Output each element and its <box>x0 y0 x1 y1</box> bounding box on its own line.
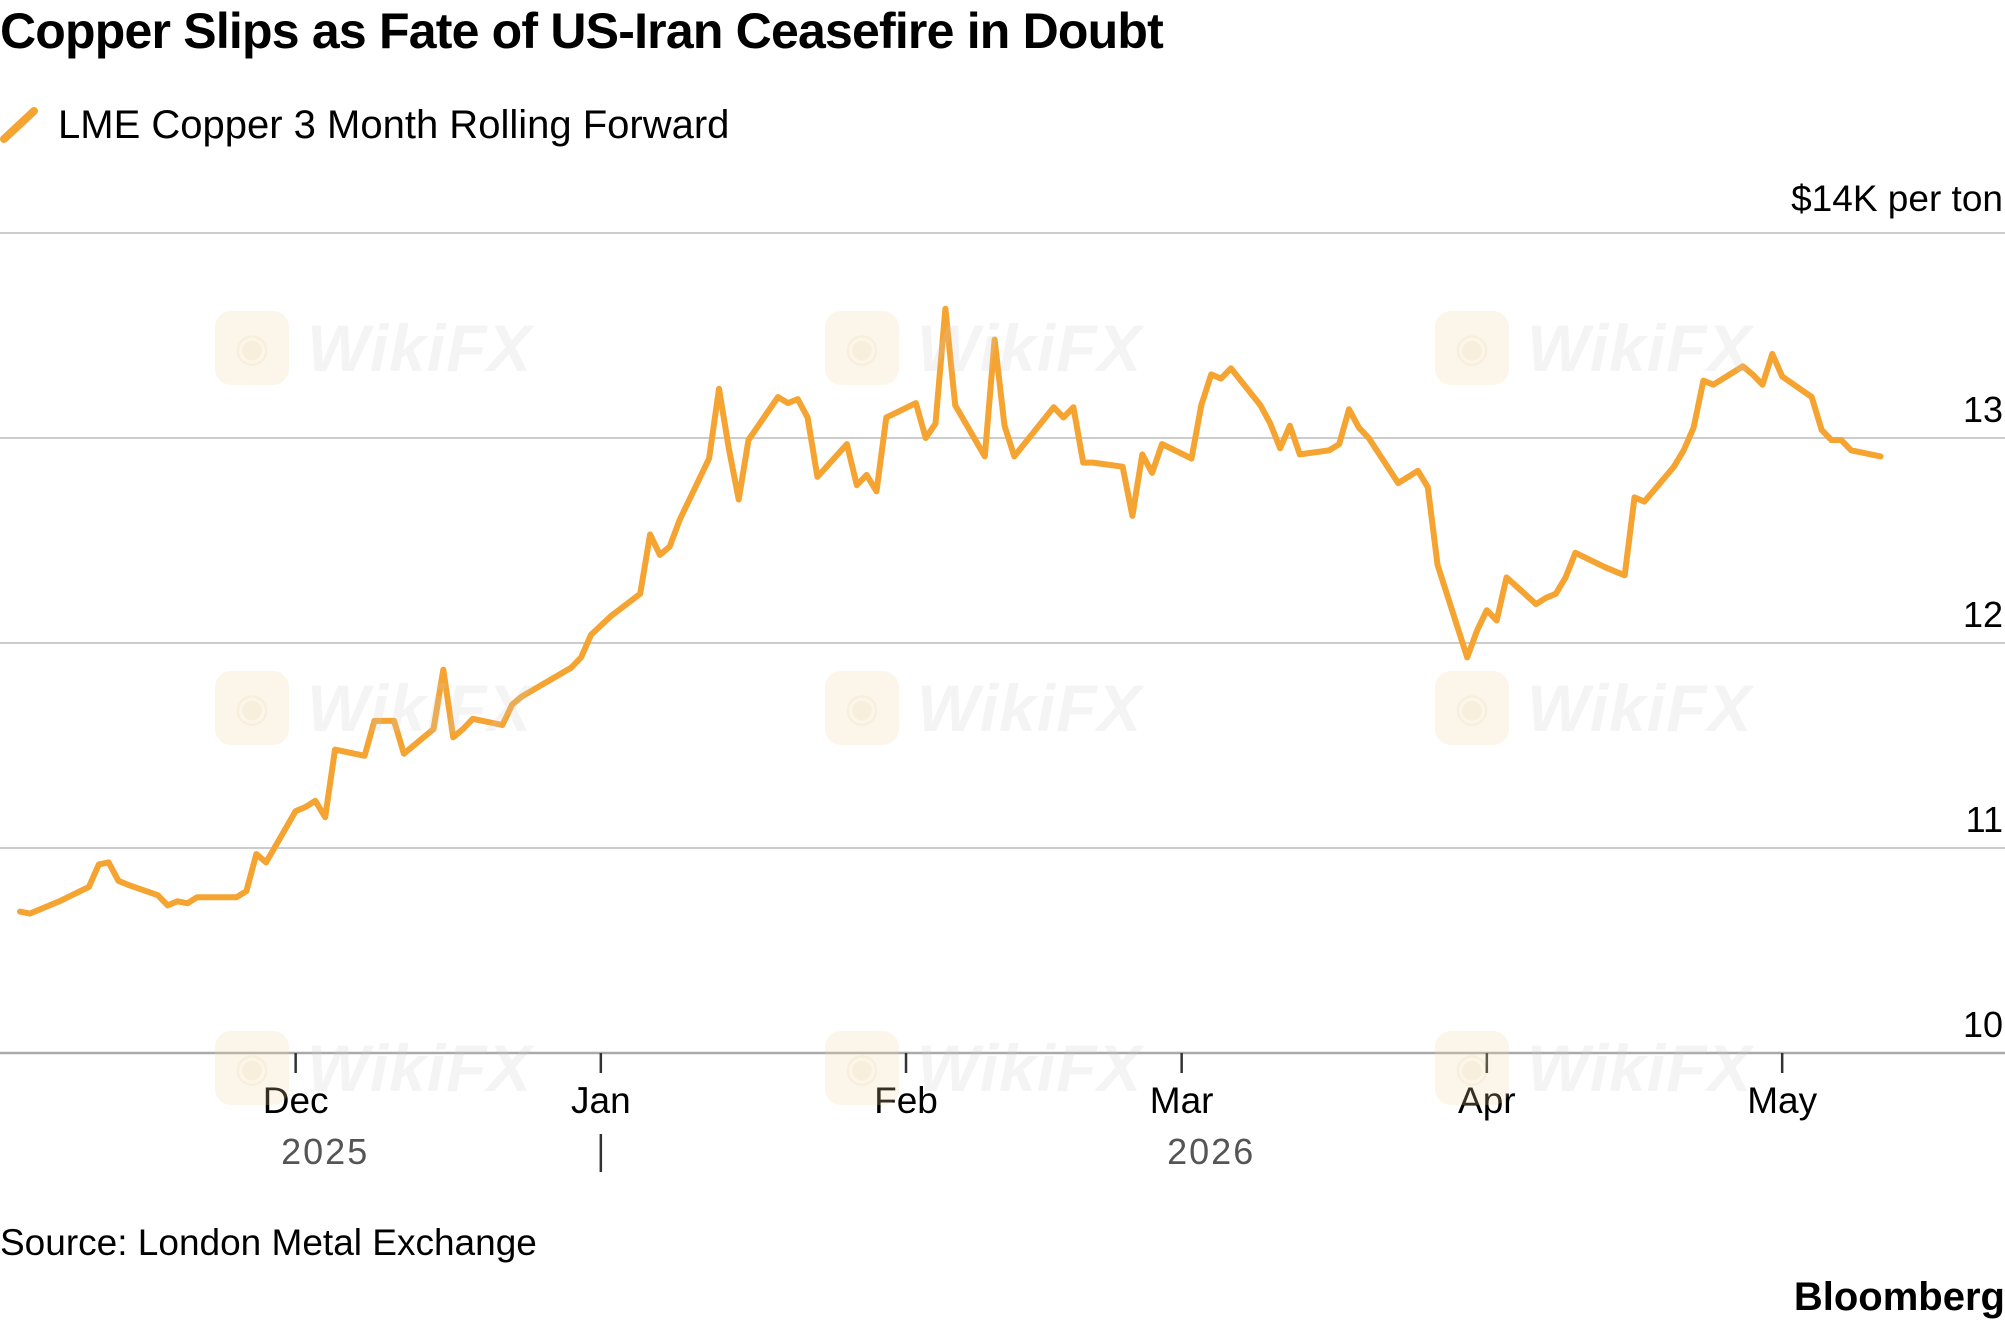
watermark-logo-icon: ◉ <box>215 311 289 385</box>
watermark: ◉ WikiFX <box>1435 670 1752 746</box>
watermark-text: WikiFX <box>1527 311 1753 385</box>
x-year-label: 2026 <box>1167 1131 1255 1172</box>
watermark: ◉ WikiFX <box>825 1030 1142 1106</box>
watermark-text: WikiFX <box>917 311 1143 385</box>
x-tick-label: Feb <box>874 1080 938 1121</box>
source-note: Source: London Metal Exchange <box>0 1222 537 1263</box>
series-line <box>17 305 1884 917</box>
watermark: ◉ WikiFX <box>1435 1030 1752 1106</box>
watermark-logo-icon: ◉ <box>1435 1031 1509 1105</box>
watermark-text: WikiFX <box>307 671 533 745</box>
x-tick-label: Apr <box>1458 1080 1516 1121</box>
y-axis-unit-label: $14K per ton <box>1791 178 2003 219</box>
watermark: ◉ WikiFX <box>1435 310 1752 386</box>
legend-swatch-icon <box>0 107 38 143</box>
watermark-text: WikiFX <box>1527 1031 1753 1105</box>
x-tick-label: Mar <box>1150 1080 1214 1121</box>
x-year-label: 2025 <box>281 1131 369 1172</box>
watermark-text: WikiFX <box>307 1031 533 1105</box>
watermark-text: WikiFX <box>307 311 533 385</box>
x-tick-label: Jan <box>571 1080 631 1121</box>
x-tick-label: May <box>1747 1080 1817 1121</box>
watermark-text: WikiFX <box>917 1031 1143 1105</box>
watermark-logo-icon: ◉ <box>825 1031 899 1105</box>
y-tick-label: 10 <box>1963 1004 2003 1045</box>
legend: LME Copper 3 Month Rolling Forward <box>0 100 729 150</box>
watermark-logo-icon: ◉ <box>1435 311 1509 385</box>
watermark-text: WikiFX <box>1527 671 1753 745</box>
watermark-logo-icon: ◉ <box>1435 671 1509 745</box>
chart-title: Copper Slips as Fate of US-Iran Ceasefir… <box>0 3 1164 59</box>
y-tick-label: 13 <box>1963 389 2003 430</box>
legend-label: LME Copper 3 Month Rolling Forward <box>58 102 730 147</box>
watermark: ◉ WikiFX <box>215 1030 532 1106</box>
bloomberg-logo: Bloomberg <box>1793 1275 2005 1319</box>
watermark-logo-icon: ◉ <box>215 671 289 745</box>
watermark-logo-icon: ◉ <box>825 671 899 745</box>
watermark: ◉ WikiFX <box>825 670 1142 746</box>
watermark-logo-icon: ◉ <box>825 311 899 385</box>
y-tick-label: 12 <box>1963 594 2003 635</box>
watermark: ◉ WikiFX <box>215 670 532 746</box>
watermark: ◉ WikiFX <box>825 310 1142 386</box>
x-tick-label: Dec <box>263 1080 329 1121</box>
watermark-logo-icon: ◉ <box>215 1031 289 1105</box>
watermark: ◉ WikiFX <box>215 310 532 386</box>
watermark-text: WikiFX <box>917 671 1143 745</box>
y-tick-label: 11 <box>1966 799 2003 840</box>
